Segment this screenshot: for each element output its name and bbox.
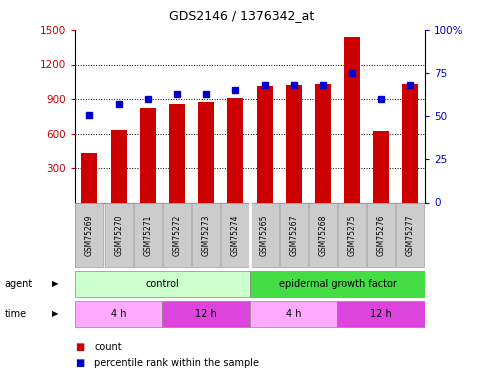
Text: GSM75268: GSM75268 xyxy=(318,214,327,256)
Text: GSM75272: GSM75272 xyxy=(172,214,182,256)
Text: GSM75270: GSM75270 xyxy=(114,214,123,256)
Bar xyxy=(169,104,185,202)
Text: GSM75269: GSM75269 xyxy=(85,214,94,256)
FancyBboxPatch shape xyxy=(251,203,279,267)
FancyBboxPatch shape xyxy=(280,203,308,267)
Text: GSM75271: GSM75271 xyxy=(143,214,152,256)
FancyBboxPatch shape xyxy=(192,203,220,267)
Text: ■: ■ xyxy=(75,342,84,352)
Bar xyxy=(344,37,360,203)
Bar xyxy=(198,102,214,202)
Bar xyxy=(140,108,156,202)
Text: GSM75273: GSM75273 xyxy=(202,214,211,256)
Text: agent: agent xyxy=(5,279,33,289)
FancyBboxPatch shape xyxy=(367,203,395,267)
FancyBboxPatch shape xyxy=(105,203,133,267)
Bar xyxy=(286,85,302,202)
Bar xyxy=(111,130,127,203)
Text: 4 h: 4 h xyxy=(111,309,127,319)
Text: 12 h: 12 h xyxy=(195,309,217,319)
Text: percentile rank within the sample: percentile rank within the sample xyxy=(94,358,259,368)
FancyBboxPatch shape xyxy=(162,302,250,327)
FancyBboxPatch shape xyxy=(338,203,366,267)
FancyBboxPatch shape xyxy=(309,203,337,267)
FancyBboxPatch shape xyxy=(338,302,425,327)
Text: ■: ■ xyxy=(75,358,84,368)
Text: epidermal growth factor: epidermal growth factor xyxy=(279,279,397,289)
FancyBboxPatch shape xyxy=(250,302,338,327)
Bar xyxy=(82,153,98,203)
FancyBboxPatch shape xyxy=(397,203,425,267)
Text: GDS2146 / 1376342_at: GDS2146 / 1376342_at xyxy=(169,9,314,22)
Text: time: time xyxy=(5,309,27,319)
Bar xyxy=(256,86,272,202)
Bar xyxy=(227,98,243,202)
Text: GSM75276: GSM75276 xyxy=(377,214,386,256)
FancyBboxPatch shape xyxy=(163,203,191,267)
Text: GSM75277: GSM75277 xyxy=(406,214,415,256)
FancyBboxPatch shape xyxy=(75,272,250,297)
Text: ▶: ▶ xyxy=(52,279,59,288)
Text: 4 h: 4 h xyxy=(286,309,301,319)
FancyBboxPatch shape xyxy=(221,203,249,267)
FancyBboxPatch shape xyxy=(75,302,162,327)
FancyBboxPatch shape xyxy=(134,203,162,267)
Text: ▶: ▶ xyxy=(52,309,59,318)
Bar xyxy=(373,130,389,203)
Text: GSM75265: GSM75265 xyxy=(260,214,269,256)
Bar xyxy=(402,84,418,203)
FancyBboxPatch shape xyxy=(250,272,425,297)
Text: control: control xyxy=(145,279,179,289)
Text: GSM75267: GSM75267 xyxy=(289,214,298,256)
Text: GSM75274: GSM75274 xyxy=(231,214,240,256)
FancyBboxPatch shape xyxy=(75,203,103,267)
Text: count: count xyxy=(94,342,122,352)
Text: 12 h: 12 h xyxy=(370,309,392,319)
Bar xyxy=(315,84,331,203)
Text: GSM75275: GSM75275 xyxy=(348,214,356,256)
